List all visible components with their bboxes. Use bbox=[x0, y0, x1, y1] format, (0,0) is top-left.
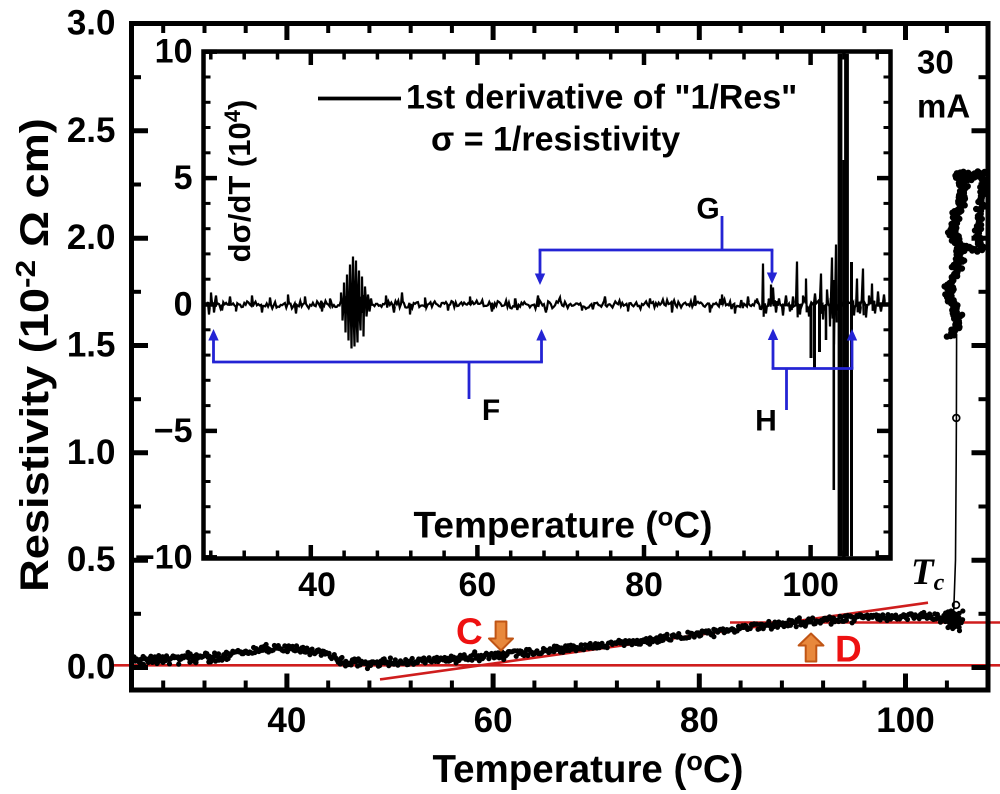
svg-text:Resistivity (10-2 Ω cm): Resistivity (10-2 Ω cm) bbox=[11, 118, 58, 592]
svg-text:−5: −5 bbox=[154, 412, 193, 450]
svg-text:D: D bbox=[835, 629, 862, 670]
svg-text:σ = 1/resistivity: σ = 1/resistivity bbox=[431, 121, 680, 159]
svg-text:3.0: 3.0 bbox=[67, 4, 116, 43]
svg-text:100: 100 bbox=[782, 566, 839, 604]
svg-text:40: 40 bbox=[298, 566, 336, 604]
svg-text:0.0: 0.0 bbox=[67, 648, 116, 687]
svg-text:1.5: 1.5 bbox=[67, 326, 116, 365]
svg-text:60: 60 bbox=[458, 566, 496, 604]
svg-text:C: C bbox=[456, 611, 483, 652]
svg-text:dσ/dT (104): dσ/dT (104) bbox=[220, 100, 257, 263]
svg-text:H: H bbox=[755, 405, 777, 438]
svg-text:60: 60 bbox=[474, 701, 513, 740]
svg-text:100: 100 bbox=[876, 701, 934, 740]
svg-text:0: 0 bbox=[174, 286, 193, 324]
svg-text:mA: mA bbox=[917, 88, 970, 125]
svg-text:30: 30 bbox=[917, 44, 954, 81]
svg-text:80: 80 bbox=[625, 566, 663, 604]
svg-text:80: 80 bbox=[680, 701, 719, 740]
svg-text:10: 10 bbox=[155, 33, 193, 71]
svg-text:2.0: 2.0 bbox=[67, 218, 116, 257]
svg-text:0.5: 0.5 bbox=[67, 540, 116, 579]
svg-text:G: G bbox=[696, 193, 719, 226]
svg-text:5: 5 bbox=[174, 159, 193, 197]
svg-text:40: 40 bbox=[267, 701, 306, 740]
svg-text:1.0: 1.0 bbox=[67, 433, 116, 472]
svg-text:1st derivative of "1/Res": 1st derivative of "1/Res" bbox=[406, 79, 797, 117]
svg-text:F: F bbox=[482, 394, 500, 427]
svg-text:−10: −10 bbox=[135, 538, 193, 576]
svg-text:2.5: 2.5 bbox=[67, 111, 116, 150]
